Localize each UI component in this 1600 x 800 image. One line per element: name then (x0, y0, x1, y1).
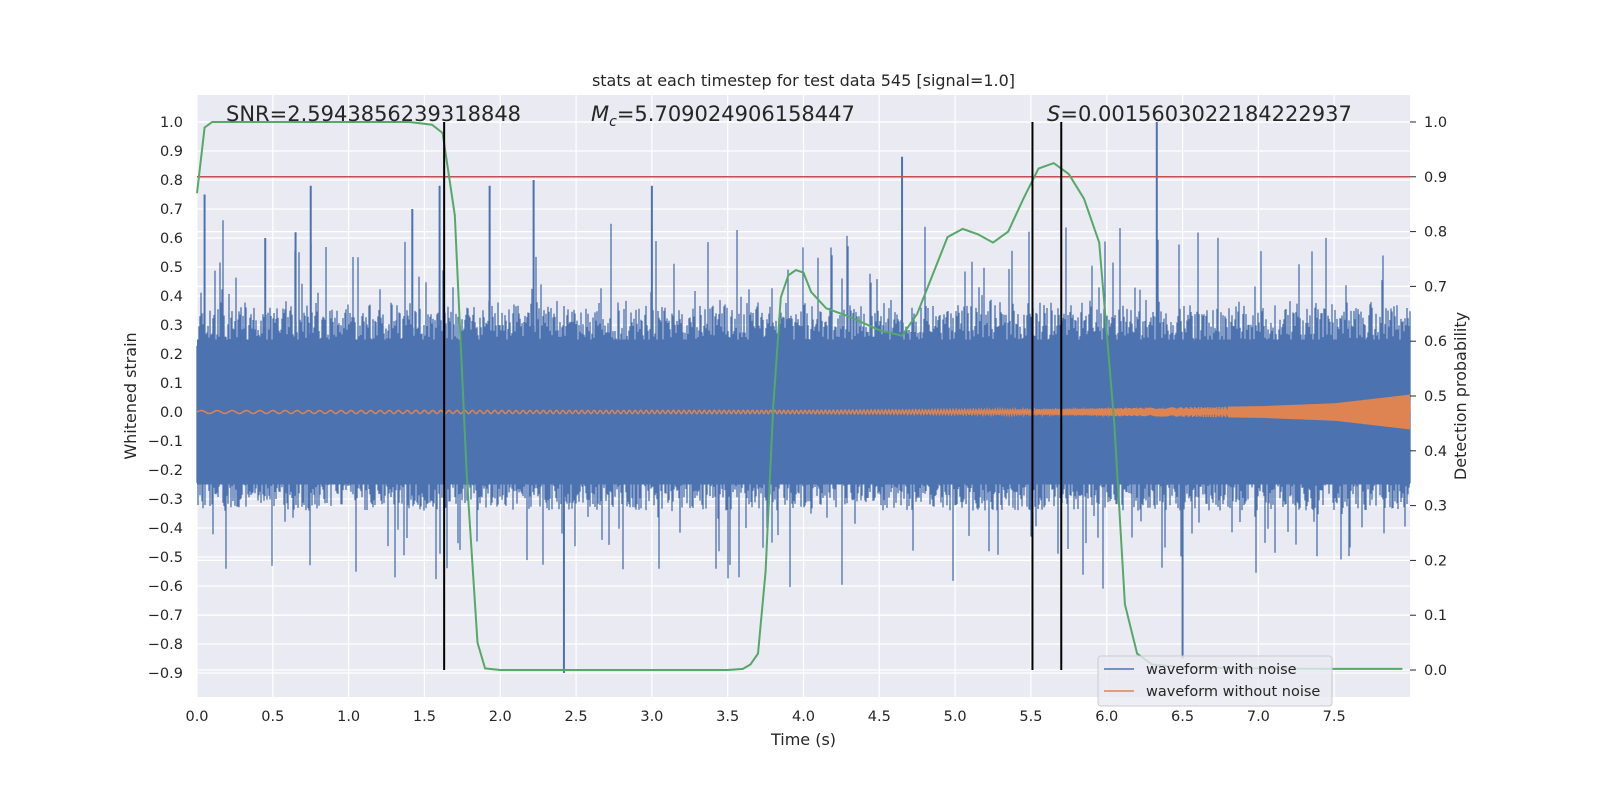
y-tick-label: −0.6 (148, 579, 183, 595)
y2-tick-label: 0.6 (1424, 334, 1447, 350)
y-tick-label: −0.5 (148, 550, 183, 566)
x-tick-label: 7.0 (1247, 709, 1270, 725)
clean-chirp-line (196, 394, 1411, 430)
x-tick-label: 5.5 (1019, 709, 1042, 725)
annotation-s: S=0.0015603022184222937 (1047, 102, 1352, 126)
y2-tick-label: 0.1 (1424, 608, 1447, 624)
x-axis-label: Time (s) (770, 730, 836, 749)
y-tick-label: −0.9 (148, 666, 183, 682)
y-axis-label: Whitened strain (121, 332, 140, 459)
y-tick-label: 0.5 (160, 260, 183, 276)
clean-chirp-envelope (1228, 394, 1410, 430)
x-tick-label: 1.5 (413, 709, 436, 725)
annotation-mc-value: =5.709024906158447 (617, 102, 855, 126)
y-tick-label: −0.7 (148, 608, 183, 624)
y2-tick-label: 0.5 (1424, 389, 1447, 405)
annotation-mc-symbol: M (591, 102, 609, 126)
y-tick-label: 0.6 (160, 231, 183, 247)
x-tick-label: 5.0 (944, 709, 967, 725)
x-tick-label: 3.5 (716, 709, 739, 725)
y-tick-label: 0.2 (160, 347, 183, 363)
y-tick-label: 0.9 (160, 144, 183, 160)
y2-tick-label: 0.7 (1424, 279, 1447, 295)
x-tick-label: 3.0 (640, 709, 663, 725)
x-tick-label: 4.5 (868, 709, 891, 725)
y2-tick-label: 0.4 (1424, 444, 1447, 460)
y2-tick-label: 0.0 (1424, 663, 1447, 679)
annotation-chirp-mass: Mc=5.709024906158447 (591, 102, 855, 130)
annotation-s-value: =0.0015603022184222937 (1060, 102, 1352, 126)
y2-tick-label: 1.0 (1424, 115, 1447, 131)
y-tick-label: 0.8 (160, 173, 183, 189)
y2-tick-label: 0.2 (1424, 553, 1447, 569)
annotation-s-symbol: S (1047, 102, 1060, 126)
series-waveform-without-noise (196, 394, 1411, 430)
x-tick-label: 6.5 (1171, 709, 1194, 725)
x-tick-label: 0.5 (261, 709, 284, 725)
y-tick-label: −0.3 (148, 492, 183, 508)
legend-box (1097, 655, 1333, 707)
y-tick-label: 0.1 (160, 376, 183, 392)
series-detection-probability (196, 121, 1403, 671)
x-tick-label: 6.0 (1095, 709, 1118, 725)
y2-tick-labels: 1.0 0.9 0.8 0.7 0.6 0.5 0.4 0.3 0.2 0.1 0.0 (1410, 115, 1447, 679)
x-tick-label: 2.0 (489, 709, 512, 725)
x-tick-label: 7.5 (1323, 709, 1346, 725)
x-tick-labels: 0.0 0.5 1.0 1.5 2.0 2.5 3.0 3.5 4.0 4.5 5.0 5.5 6.0 6… (185, 709, 1345, 725)
x-tick-label: 1.0 (337, 709, 360, 725)
legend-label-noise: waveform with noise (1146, 662, 1297, 678)
y2-tick-label: 0.9 (1424, 170, 1447, 186)
annotation-mc-subscript: c (609, 114, 617, 130)
annotation-snr: SNR=2.5943856239318848 (226, 102, 521, 126)
y-tick-label: −0.1 (148, 434, 183, 450)
chart-title: stats at each timestep for test data 545… (592, 71, 1015, 90)
x-tick-label: 0.0 (185, 709, 208, 725)
y-tick-label: −0.8 (148, 637, 183, 653)
y-tick-label: 0.0 (160, 405, 183, 421)
legend-label-clean: waveform without noise (1146, 684, 1320, 700)
y2-tick-label: 0.3 (1424, 499, 1447, 515)
y2-axis-label: Detection probability (1451, 312, 1470, 480)
y2-tick-label: 0.8 (1424, 225, 1447, 241)
y-tick-label: 1.0 (160, 115, 183, 131)
y-tick-label: −0.2 (148, 463, 183, 479)
probability-line (196, 121, 1403, 671)
y-tick-label: 0.7 (160, 202, 183, 218)
y-tick-label: 0.4 (160, 289, 183, 305)
x-tick-label: 4.0 (792, 709, 815, 725)
y-tick-label: 0.3 (160, 318, 183, 334)
y-tick-labels: 1.0 0.9 0.8 0.7 0.6 0.5 0.4 0.3 0.2 0.1 0.0 −0.1 −0.… (148, 115, 183, 682)
y-tick-label: −0.4 (148, 521, 183, 537)
vertical-marker-lines (443, 122, 1063, 670)
legend: waveform with noise waveform without noi… (1097, 655, 1333, 707)
x-tick-label: 2.5 (565, 709, 588, 725)
